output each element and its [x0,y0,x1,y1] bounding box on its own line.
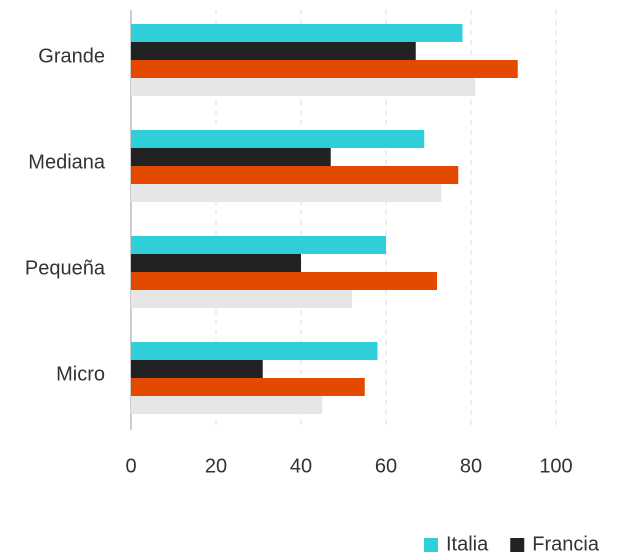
x-tick-label: 20 [205,455,227,477]
y-tick-label: Pequeña [25,257,106,279]
x-tick-label: 100 [539,455,572,477]
bar [131,130,425,148]
bar [131,78,476,96]
bar [131,342,378,360]
legend-label: Italia [446,533,489,555]
x-tick-label: 60 [375,455,397,477]
bar [131,378,365,396]
bar [131,60,518,78]
bar [131,148,331,166]
bar [131,290,352,308]
bar [131,42,416,60]
legend-swatch [510,538,525,552]
bar [131,236,386,254]
bar [131,360,263,378]
y-tick-label: Mediana [28,151,106,173]
bar [131,184,442,202]
x-tick-label: 80 [460,455,482,477]
bar [131,396,323,414]
x-tick-label: 0 [125,455,136,477]
y-tick-label: Micro [56,363,105,385]
y-tick-label: Grande [38,45,105,67]
bar [131,272,437,290]
legend-label: Francia [532,533,600,555]
bar [131,24,463,42]
x-tick-label: 40 [290,455,312,477]
bar [131,254,301,272]
legend-swatch [424,538,438,552]
bar [131,166,459,184]
